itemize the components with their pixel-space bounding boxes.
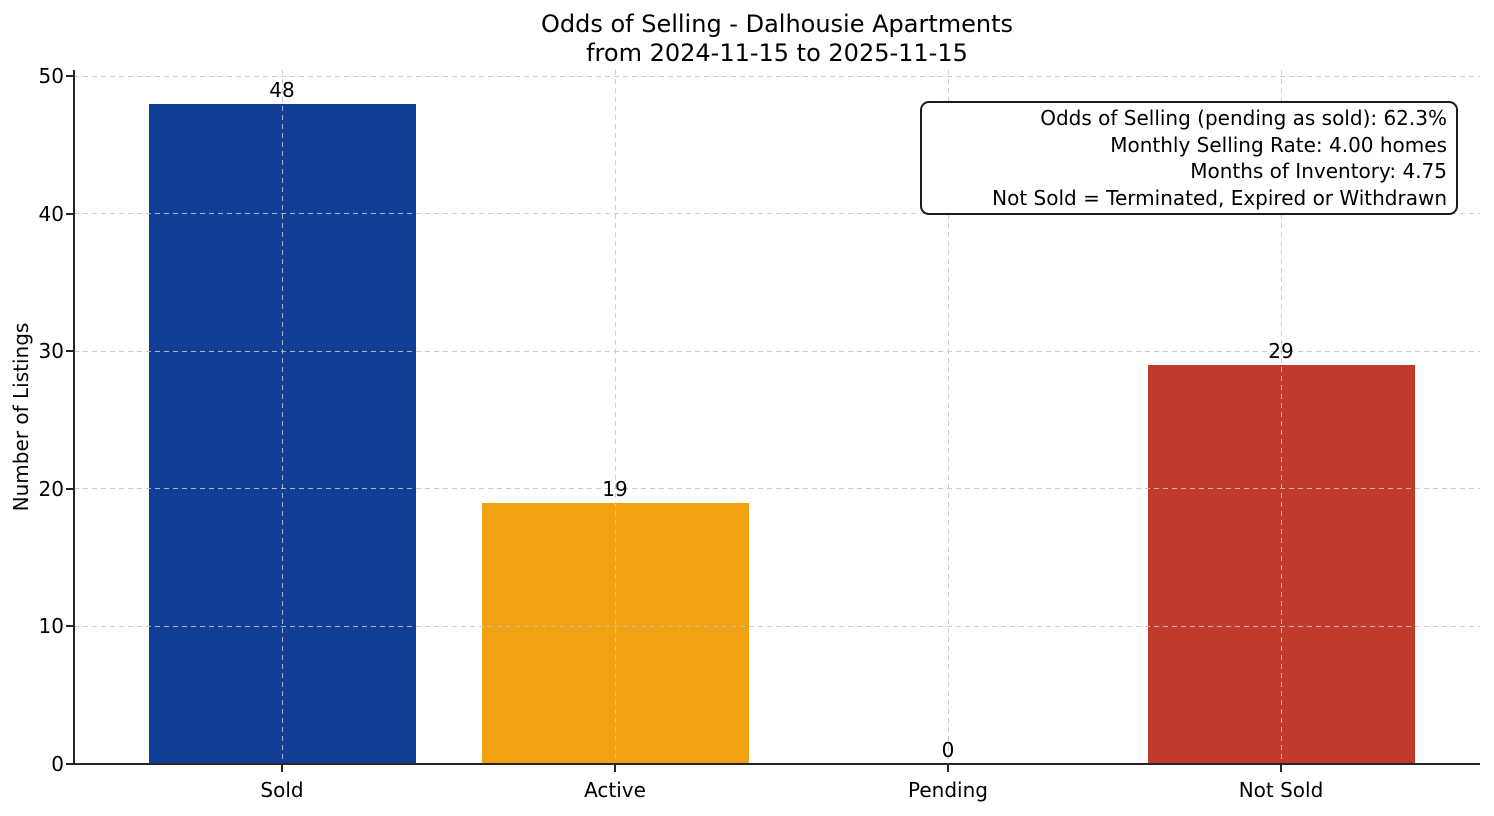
gridline-horizontal — [74, 213, 1480, 215]
bar-value-label: 0 — [941, 738, 955, 762]
y-tick-label: 20 — [38, 476, 64, 501]
annotation-box: Odds of Selling (pending as sold): 62.3%… — [920, 101, 1458, 215]
x-tick-label: Not Sold — [1238, 778, 1324, 802]
y-axis-tick — [66, 487, 74, 490]
annotation-not-sold-definition: Not Sold = Terminated, Expired or Withdr… — [992, 185, 1447, 210]
bar-value-label: 19 — [602, 476, 628, 501]
chart-subtitle: from 2024-11-15 to 2025-11-15 — [586, 39, 968, 67]
y-axis-tick — [66, 212, 74, 215]
gridline-vertical — [947, 70, 949, 764]
gridline-horizontal — [74, 75, 1480, 77]
gridline-horizontal — [74, 488, 1480, 490]
y-tick-label: 10 — [38, 614, 64, 639]
y-axis-spine — [73, 70, 75, 765]
y-axis-tick — [66, 763, 74, 765]
gridline-horizontal — [74, 350, 1480, 352]
y-axis-label: Number of Listings — [9, 322, 33, 512]
x-tick-label: Pending — [908, 778, 988, 802]
chart-title-block: Odds of Selling - Dalhousie Apartments f… — [74, 10, 1480, 68]
y-axis-tick — [66, 75, 74, 77]
x-tick-label: Sold — [260, 778, 304, 802]
x-axis-tick — [1280, 764, 1282, 772]
y-tick-label: 0 — [51, 752, 64, 776]
annotation-monthly-selling-rate: Monthly Selling Rate: 4.00 homes — [1110, 132, 1447, 157]
gridline-vertical — [281, 70, 283, 764]
annotation-months-of-inventory: Months of Inventory: 4.75 — [1190, 159, 1447, 183]
x-axis-spine — [73, 763, 1480, 765]
y-tick-label: 30 — [38, 339, 64, 364]
bar-value-label: 48 — [269, 77, 295, 102]
chart-title: Odds of Selling - Dalhousie Apartments — [540, 10, 1014, 38]
y-tick-label: 40 — [38, 201, 64, 226]
annotation-odds-of-selling: Odds of Selling (pending as sold): 62.3% — [1040, 106, 1447, 130]
x-axis-tick — [614, 764, 616, 772]
gridline-vertical — [1280, 70, 1282, 764]
y-axis-tick — [66, 350, 74, 353]
x-tick-label: Active — [584, 778, 646, 802]
bar-value-label: 29 — [1268, 338, 1294, 363]
y-tick-label: 50 — [38, 64, 64, 88]
x-axis-tick — [281, 764, 283, 772]
gridline-horizontal — [74, 625, 1480, 627]
x-axis-tick — [947, 764, 949, 772]
y-axis-tick — [66, 625, 74, 628]
gridline-vertical — [614, 70, 616, 764]
